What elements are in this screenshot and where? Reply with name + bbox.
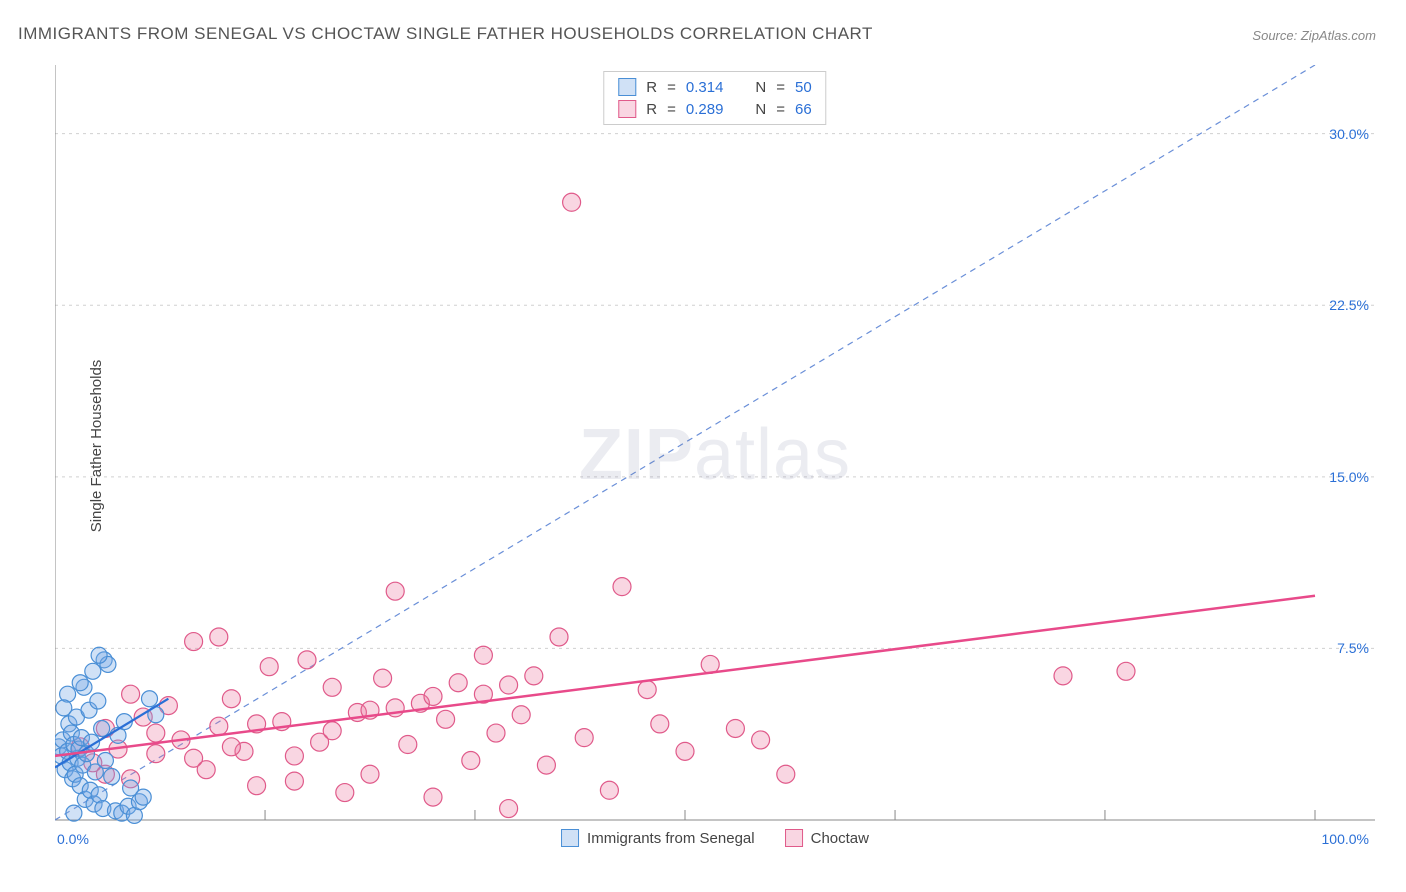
x-tick-min: 0.0% — [57, 831, 89, 847]
legend-label-senegal: Immigrants from Senegal — [587, 830, 755, 847]
eq-sign: = — [667, 79, 676, 96]
source-attribution: Source: ZipAtlas.com — [1252, 28, 1376, 43]
source-label: Source: — [1252, 28, 1297, 43]
y-tick-label: 15.0% — [1329, 469, 1369, 485]
scatter-plot-svg — [55, 65, 1375, 845]
swatch-choctaw — [618, 100, 636, 118]
y-tick-label: 30.0% — [1329, 126, 1369, 142]
legend-item-senegal: Immigrants from Senegal — [561, 829, 755, 847]
eq-sign: = — [776, 101, 785, 118]
legend-row-senegal: R = 0.314 N = 50 — [604, 76, 825, 98]
r-label: R — [646, 101, 657, 118]
n-label: N — [755, 79, 766, 96]
n-value-choctaw: 66 — [795, 101, 812, 118]
y-tick-label: 22.5% — [1329, 297, 1369, 313]
swatch-choctaw — [785, 829, 803, 847]
chart-title: IMMIGRANTS FROM SENEGAL VS CHOCTAW SINGL… — [18, 24, 873, 44]
r-label: R — [646, 79, 657, 96]
r-value-senegal: 0.314 — [686, 79, 724, 96]
swatch-senegal — [618, 78, 636, 96]
series-legend: Immigrants from Senegal Choctaw — [561, 829, 869, 847]
r-value-choctaw: 0.289 — [686, 101, 724, 118]
n-label: N — [755, 101, 766, 118]
legend-item-choctaw: Choctaw — [785, 829, 869, 847]
y-tick-label: 7.5% — [1337, 640, 1369, 656]
chart-area: ZIPatlas R = 0.314 N = 50 R = 0.289 N = … — [55, 65, 1375, 845]
legend-label-choctaw: Choctaw — [811, 830, 869, 847]
swatch-senegal — [561, 829, 579, 847]
n-value-senegal: 50 — [795, 79, 812, 96]
legend-row-choctaw: R = 0.289 N = 66 — [604, 98, 825, 120]
eq-sign: = — [667, 101, 676, 118]
eq-sign: = — [776, 79, 785, 96]
correlation-legend: R = 0.314 N = 50 R = 0.289 N = 66 — [603, 71, 826, 125]
x-tick-max: 100.0% — [1322, 831, 1369, 847]
source-value: ZipAtlas.com — [1301, 28, 1376, 43]
